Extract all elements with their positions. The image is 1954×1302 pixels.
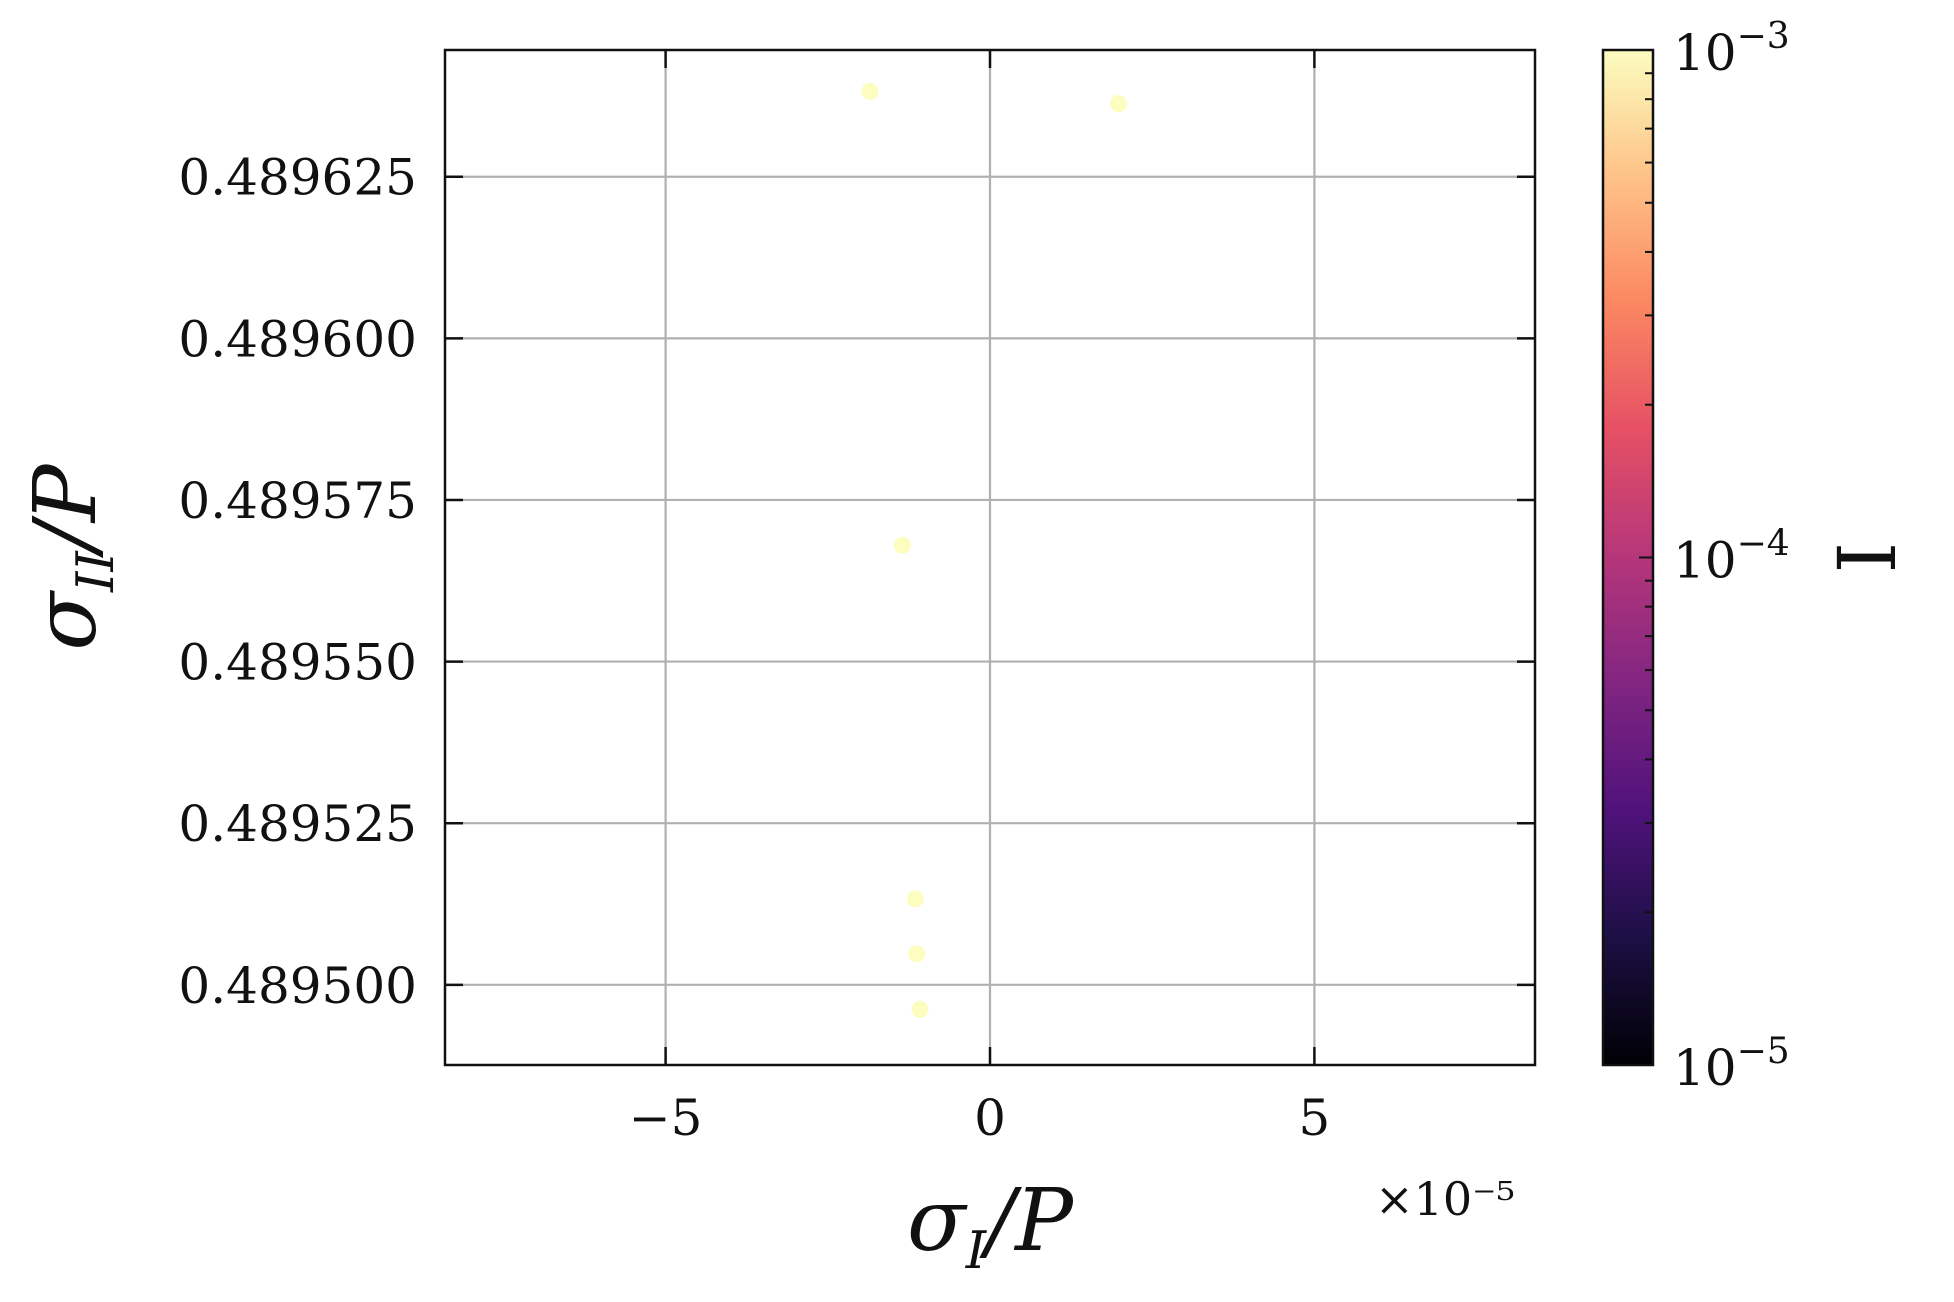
data-point xyxy=(906,890,924,908)
data-point xyxy=(861,82,879,100)
data-point xyxy=(911,1000,929,1018)
y-tick-label: 0.489500 xyxy=(178,957,417,1015)
y-tick-label: 0.489600 xyxy=(178,310,417,368)
colorbar-tick-label: 10−4 xyxy=(1673,524,1790,590)
colorbar-ticks xyxy=(1639,49,1653,1066)
axis-ticks xyxy=(445,50,1535,1065)
y-axis-label: σII/P xyxy=(16,462,126,650)
x-axis-offset-label: ×10⁻⁵ xyxy=(1375,1172,1515,1226)
colorbar-tick-labels: 10−3 10−4 10−5 xyxy=(1673,16,1790,1097)
x-axis-label-main: σ xyxy=(907,1171,968,1271)
y-axis-label-sub: II xyxy=(66,550,126,593)
colorbar-label: I xyxy=(1821,542,1914,574)
x-tick-label: −5 xyxy=(629,1089,703,1147)
x-axis-label-rest: /P xyxy=(979,1171,1075,1271)
x-tick-label: 5 xyxy=(1298,1089,1330,1147)
data-point xyxy=(893,536,911,554)
data-point xyxy=(908,945,926,963)
colorbar-tick-label: 10−3 xyxy=(1673,16,1790,82)
x-axis-label-sub: I xyxy=(965,1221,988,1281)
data-points xyxy=(861,82,1127,1018)
y-axis-label-main: σ xyxy=(16,590,116,651)
colorbar-tick-label: 10−5 xyxy=(1673,1031,1790,1097)
y-tick-label: 0.489575 xyxy=(178,472,417,530)
y-tick-label: 0.489525 xyxy=(178,795,417,853)
x-tick-label: 0 xyxy=(974,1089,1006,1147)
grid-lines xyxy=(445,50,1535,1065)
data-point xyxy=(1109,95,1127,113)
x-axis-label: σI/P xyxy=(907,1171,1075,1281)
colorbar: 10−3 10−4 10−5 I xyxy=(1601,16,1914,1097)
y-tick-label: 0.489625 xyxy=(178,149,417,207)
axis-tick-labels: −5 0 5 0.489500 0.489525 0.489550 0.489575 0.48… xyxy=(178,149,1330,1147)
y-tick-label: 0.489550 xyxy=(178,634,417,692)
y-axis-label-rest: /P xyxy=(16,462,116,558)
